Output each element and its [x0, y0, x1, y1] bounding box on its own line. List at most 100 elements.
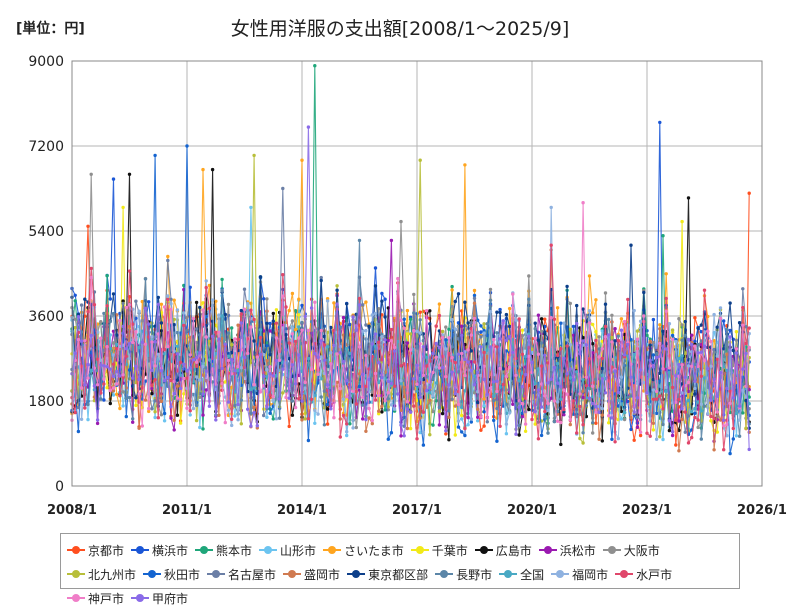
data-point [680, 219, 684, 224]
data-point [73, 325, 77, 330]
data-point [555, 381, 560, 385]
data-point [357, 397, 362, 401]
data-point [335, 284, 339, 288]
data-point [485, 392, 489, 397]
legend-swatch [131, 592, 150, 604]
data-point [150, 391, 154, 396]
data-point [533, 410, 537, 414]
data-point [492, 337, 496, 342]
data-point [597, 355, 601, 359]
data-point [86, 417, 90, 422]
data-point [210, 167, 215, 172]
data-point [581, 423, 585, 427]
data-point [345, 422, 349, 426]
data-point [651, 421, 656, 425]
data-point [626, 395, 630, 400]
data-point [686, 337, 691, 342]
data-point [357, 238, 362, 243]
data-point [482, 377, 486, 382]
data-point [396, 276, 400, 281]
data-point [722, 418, 726, 422]
data-point [619, 409, 624, 414]
data-point [217, 375, 221, 379]
data-point [568, 327, 572, 331]
data-point [444, 325, 448, 329]
data-point [578, 404, 582, 409]
data-point [536, 388, 541, 392]
data-point [584, 343, 588, 347]
data-point [699, 437, 703, 441]
data-point [392, 345, 397, 350]
data-point [696, 364, 700, 368]
data-point [466, 336, 470, 340]
data-point [709, 414, 713, 419]
data-point [597, 437, 601, 441]
data-point [223, 380, 227, 384]
data-point [408, 426, 413, 431]
data-point [383, 315, 387, 319]
data-point [600, 377, 604, 381]
data-point [747, 345, 751, 350]
data-point [367, 377, 371, 382]
data-point [664, 309, 668, 313]
data-point [728, 335, 732, 339]
data-point [217, 330, 221, 335]
data-point [274, 358, 279, 363]
data-point [348, 422, 352, 426]
data-point [147, 406, 151, 411]
data-point [664, 385, 668, 389]
legend-swatch [195, 544, 214, 556]
data-point [73, 317, 77, 321]
data-point [507, 324, 512, 329]
data-point [648, 358, 652, 362]
legend-label: 横浜市 [152, 543, 189, 558]
data-point [325, 402, 330, 407]
data-point [629, 394, 633, 398]
data-point [124, 396, 128, 400]
data-point [178, 397, 183, 402]
data-point [635, 415, 640, 419]
data-point [223, 420, 227, 425]
data-point [463, 389, 467, 393]
data-point [373, 371, 378, 376]
data-point [677, 356, 681, 361]
data-point [357, 372, 362, 376]
data-point [421, 373, 426, 377]
data-point [303, 386, 307, 390]
data-point [121, 390, 125, 394]
data-point [504, 374, 509, 379]
data-point [651, 353, 656, 357]
legend-item: 山形市 [259, 538, 316, 562]
data-point [204, 366, 208, 370]
data-point [166, 344, 170, 349]
data-point [134, 396, 138, 400]
data-point [686, 389, 691, 394]
data-point [412, 377, 416, 381]
data-point [584, 404, 588, 408]
data-point [693, 392, 697, 396]
data-point [223, 342, 227, 346]
data-point [115, 369, 119, 374]
data-point [670, 337, 675, 342]
data-point [645, 431, 649, 435]
data-point [690, 364, 694, 368]
data-point [361, 417, 365, 421]
data-point [456, 292, 461, 296]
data-point [415, 382, 419, 386]
data-point [185, 144, 189, 148]
data-point [268, 411, 272, 415]
data-point [424, 364, 429, 368]
data-point [405, 407, 410, 411]
data-point [456, 352, 461, 356]
data-point [408, 348, 413, 352]
data-point [175, 413, 180, 417]
data-point [370, 421, 374, 426]
data-point [418, 318, 422, 322]
legend-label: 広島市 [495, 543, 532, 558]
data-point [281, 367, 285, 371]
data-point [127, 341, 132, 346]
data-point [204, 335, 208, 339]
data-point [495, 389, 499, 394]
data-point [287, 341, 291, 345]
